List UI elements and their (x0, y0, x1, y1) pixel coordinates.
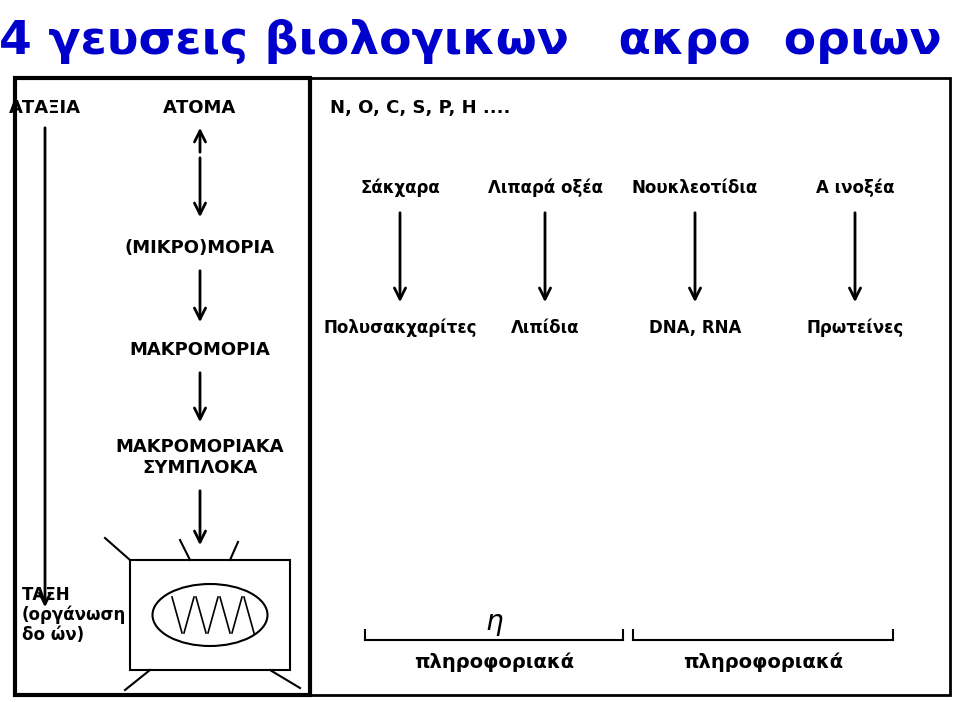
Text: ΣΥΜΠΛΟΚΑ: ΣΥΜΠΛΟΚΑ (142, 459, 257, 477)
Text: Νουκλεοτίδια: Νουκλεοτίδια (632, 179, 758, 197)
Text: DNA, RNA: DNA, RNA (649, 319, 741, 337)
Text: Σάκχαρα: Σάκχαρα (360, 179, 440, 197)
Ellipse shape (153, 584, 268, 646)
Text: ΤΑΞΗ: ΤΑΞΗ (22, 586, 71, 604)
Text: δο ών): δο ών) (22, 626, 84, 644)
Text: (οργάνωση: (οργάνωση (22, 606, 127, 624)
Bar (15, 78, 950, 695)
Text: Πολυσακχαρίτες: Πολυσακχαρίτες (324, 319, 477, 337)
Text: Λιπίδια: Λιπίδια (511, 319, 579, 337)
Text: πληροφοριακά: πληροφοριακά (683, 652, 843, 672)
Bar (15, 78, 310, 695)
Text: ΜΑΚΡΟΜΟΡΙΑΚΑ: ΜΑΚΡΟΜΟΡΙΑΚΑ (116, 438, 284, 456)
Bar (130, 560, 290, 670)
Text: η: η (485, 608, 503, 636)
Text: πληροφοριακά: πληροφοριακά (414, 652, 574, 672)
Text: (ΜΙΚΡΟ)ΜΟΡΙΑ: (ΜΙΚΡΟ)ΜΟΡΙΑ (125, 239, 275, 257)
Text: Πρωτείνες: Πρωτείνες (806, 319, 903, 337)
Text: ΑΤΟΜΑ: ΑΤΟΜΑ (163, 99, 236, 117)
Text: ΜΑΚΡΟΜΟΡΙΑ: ΜΑΚΡΟΜΟΡΙΑ (130, 341, 271, 359)
Text: Λιπαρά οξέα: Λιπαρά οξέα (488, 179, 603, 197)
Text: N, O, C, S, P, H ....: N, O, C, S, P, H .... (330, 99, 511, 117)
Text: Α ινοξέα: Α ινοξέα (816, 179, 895, 197)
Text: ΑΤΑΞΙΑ: ΑΤΑΞΙΑ (9, 99, 81, 117)
Text: 4 γευσεις βιολογικων   ακρο  οριων: 4 γευσεις βιολογικων ακρο οριων (0, 20, 942, 65)
